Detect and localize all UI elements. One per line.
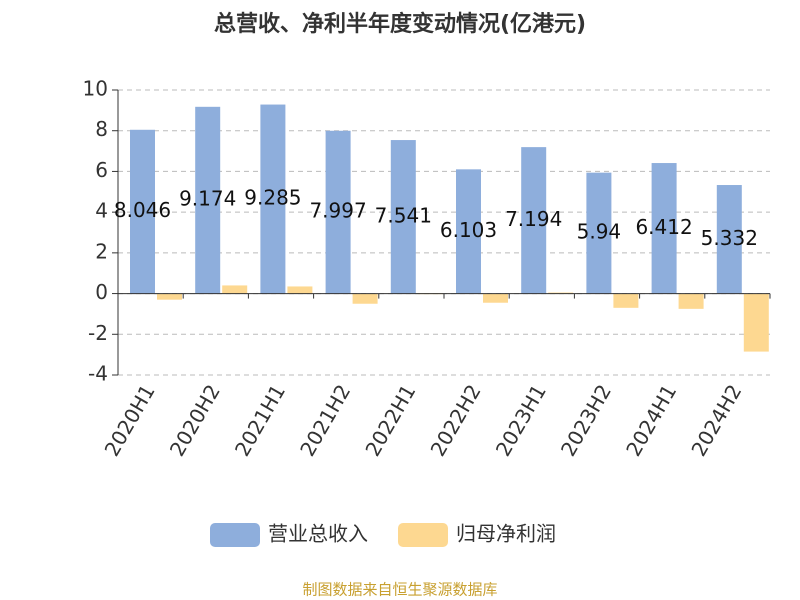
x-tick-label: 2023H1 bbox=[491, 380, 551, 460]
data-label: 5.94 bbox=[577, 220, 622, 244]
y-tick-label: 0 bbox=[95, 280, 108, 304]
legend-label: 归母净利润 bbox=[456, 522, 556, 546]
y-tick-label: 10 bbox=[83, 77, 108, 101]
bar bbox=[222, 285, 248, 294]
chart-title: 总营收、净利半年度变动情况(亿港元) bbox=[214, 11, 586, 37]
y-tick-label: 2 bbox=[95, 239, 108, 263]
data-label: 9.285 bbox=[244, 186, 301, 210]
source-note: 制图数据来自恒生聚源数据库 bbox=[302, 581, 497, 599]
bar bbox=[651, 163, 677, 294]
bar bbox=[260, 104, 286, 294]
y-tick-label: -4 bbox=[88, 362, 108, 386]
legend-label: 营业总收入 bbox=[268, 522, 368, 546]
x-tick-label: 2022H1 bbox=[360, 380, 420, 460]
bar bbox=[483, 293, 508, 303]
bar bbox=[195, 106, 221, 294]
data-label: 7.541 bbox=[375, 203, 432, 227]
data-label: 7.997 bbox=[309, 199, 366, 223]
data-label: 5.332 bbox=[701, 226, 758, 250]
bar bbox=[716, 185, 742, 294]
y-tick-label: 4 bbox=[95, 199, 108, 223]
bar bbox=[613, 293, 639, 308]
x-tick-label: 2020H1 bbox=[100, 380, 160, 460]
bar bbox=[157, 293, 182, 300]
bar bbox=[287, 286, 313, 294]
x-tick-label: 2024H1 bbox=[621, 380, 681, 460]
bar bbox=[586, 172, 612, 294]
y-tick-label: 8 bbox=[95, 117, 108, 141]
x-tick-label: 2021H1 bbox=[230, 380, 290, 460]
data-label: 6.103 bbox=[440, 218, 497, 242]
bar bbox=[130, 129, 155, 294]
x-tick-label: 2022H2 bbox=[426, 380, 486, 460]
legend-swatch bbox=[210, 523, 260, 547]
y-tick-label: 6 bbox=[95, 158, 108, 182]
bar bbox=[352, 293, 378, 304]
x-tick-label: 2021H2 bbox=[295, 380, 355, 460]
bar bbox=[521, 147, 547, 294]
data-label: 7.194 bbox=[505, 207, 562, 231]
data-label: 8.046 bbox=[114, 198, 171, 222]
y-tick-label: -2 bbox=[88, 321, 108, 345]
data-label: 6.412 bbox=[635, 215, 692, 239]
legend-swatch bbox=[398, 523, 448, 547]
bar bbox=[743, 293, 769, 352]
x-tick-label: 2020H2 bbox=[165, 380, 225, 460]
bar bbox=[390, 140, 416, 294]
data-label: 9.174 bbox=[179, 187, 236, 211]
bar bbox=[678, 293, 704, 309]
x-tick-label: 2024H2 bbox=[686, 380, 746, 460]
x-tick-label: 2023H2 bbox=[556, 380, 616, 460]
bar bbox=[548, 292, 574, 294]
bar bbox=[325, 130, 351, 294]
bar bbox=[456, 169, 481, 294]
